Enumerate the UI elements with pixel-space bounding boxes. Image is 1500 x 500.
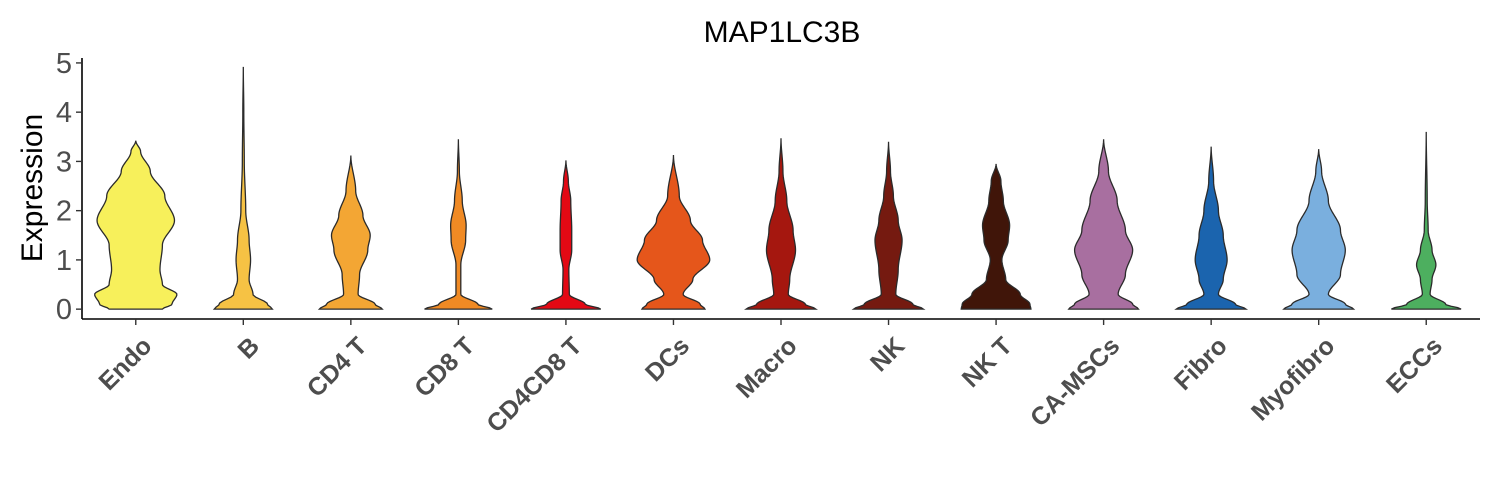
violin-cd4-t [317,155,384,310]
x-tick-label: DCs [640,332,695,387]
y-tick-label: 5 [56,48,72,80]
x-tick-label: CD4 T [302,332,373,403]
y-axis: 0 1 2 3 4 5 [56,48,83,326]
violin-cd4cd8-t [530,160,602,310]
x-tick-label: NK [865,332,910,377]
x-tick-label: CD8 T [409,332,480,403]
y-tick-label: 4 [56,97,72,129]
chart-title: MAP1LC3B [704,16,861,49]
violin-ca-mscs [1067,139,1140,310]
violin-dcs [636,154,711,310]
violin-cd8-t [424,139,493,310]
violin-myofibro [1282,149,1356,310]
violin-endo [94,140,178,310]
y-tick-label: 3 [56,146,72,178]
violin-nk [851,141,926,310]
x-tick-label: NK T [957,332,1018,393]
y-axis-label: Expression [16,114,49,262]
x-tick-label: ECCs [1381,332,1448,399]
x-tick-label: Endo [93,332,157,396]
y-tick-label: 1 [56,245,72,277]
violins-group [94,66,1462,310]
x-tick-label: Fibro [1169,332,1233,396]
violin-macro [743,138,819,310]
violin-fibro [1174,146,1249,310]
y-tick-label: 2 [56,196,72,228]
violin-b [212,66,274,310]
x-tick-label: CA-MSCs [1025,332,1125,432]
x-tick-label: Macro [731,332,803,404]
x-tick-label: CD4CD8 T [481,332,587,438]
violin-eccs [1391,131,1462,310]
x-tick-label: Myofibro [1246,332,1340,426]
violin-nk-t [960,163,1032,310]
x-axis: Endo B CD4 T CD8 T CD4CD8 T DCs Macro NK NK T CA-… [82,318,1480,438]
y-tick-label: 0 [56,294,72,326]
x-tick-label: B [232,332,265,365]
